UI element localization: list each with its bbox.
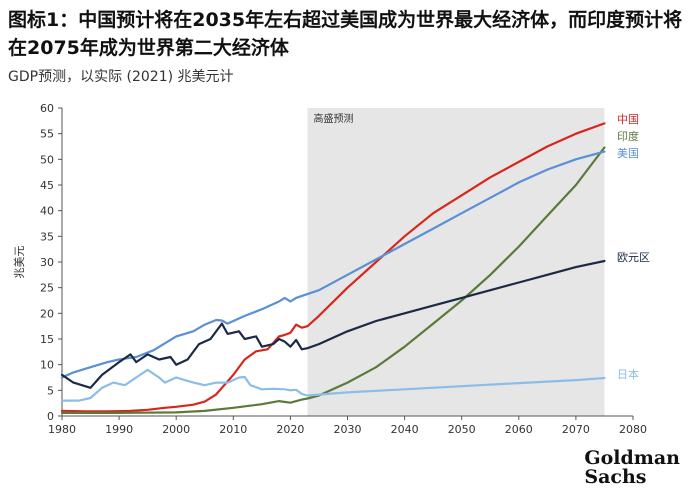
x-tick-label: 1990	[105, 423, 133, 436]
y-tick-label: 40	[40, 205, 54, 218]
x-tick-label: 2020	[276, 423, 304, 436]
x-tick-label: 2070	[562, 423, 590, 436]
logo-line1: Goldman	[584, 447, 680, 469]
y-tick-label: 25	[40, 282, 54, 295]
series-label-3: 欧元区	[617, 251, 650, 264]
y-tick-label: 15	[40, 333, 54, 346]
y-tick-label: 35	[40, 230, 54, 243]
y-tick-label: 60	[40, 102, 54, 115]
y-tick-label: 55	[40, 128, 54, 141]
series-line-3	[60, 259, 606, 389]
series-label-2: 美国	[617, 147, 639, 160]
y-tick-label: 5	[47, 384, 54, 397]
series-label-4: 日本	[617, 367, 639, 381]
logo-line2: Sachs	[584, 466, 647, 488]
series-line-2	[60, 150, 606, 379]
y-tick-label: 45	[40, 179, 54, 192]
y-tick-label: 10	[40, 359, 54, 372]
chart-subtitle: GDP预测，以实际 (2021) 兆美元计	[8, 69, 234, 85]
series-label-1: 印度	[617, 129, 639, 143]
y-axis-label: 兆美元	[13, 246, 26, 279]
y-tick-label: 50	[40, 153, 54, 166]
x-tick-label: 2060	[505, 423, 533, 436]
forecast-region-label: 高盛预测	[314, 112, 354, 125]
x-tick-label: 2010	[219, 423, 247, 436]
series-line-0	[60, 122, 606, 413]
y-tick-label: 0	[47, 410, 54, 423]
x-tick-label: 2030	[334, 423, 362, 436]
x-tick-label: 2050	[448, 423, 476, 436]
series-line-4	[60, 368, 606, 402]
x-tick-label: 2080	[619, 423, 647, 436]
y-tick-label: 30	[40, 256, 54, 269]
forecast-shaded-region	[307, 108, 605, 416]
y-tick-label: 20	[40, 307, 54, 320]
x-tick-label: 1980	[48, 423, 76, 436]
series-label-0: 中国	[617, 113, 639, 126]
x-tick-label: 2040	[391, 423, 419, 436]
goldman-sachs-logo: Goldman Sachs	[584, 449, 680, 487]
x-tick-label: 2000	[162, 423, 190, 436]
chart-title: 图标1：中国预计将在2035年左右超过美国成为世界最大经济体，而印度预计将在20…	[8, 9, 683, 59]
